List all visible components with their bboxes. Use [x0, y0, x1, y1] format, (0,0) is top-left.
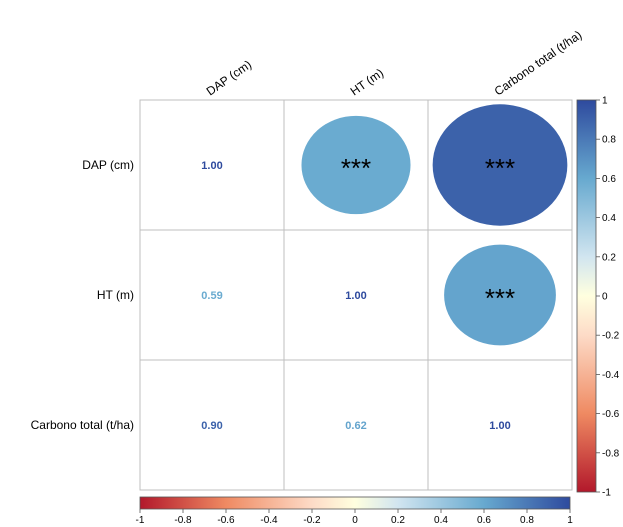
correlation-value-label: 0.90	[201, 420, 222, 432]
colorbar-right-tick-label: 0	[602, 292, 608, 303]
colorbar-bottom-tick-label: -0.2	[303, 515, 321, 526]
colorbar-bottom-tick-label: -0.4	[260, 515, 278, 526]
colorbar-bottom-tick-label: -0.8	[174, 515, 192, 526]
colorbar-right-tick-label: 0.8	[602, 135, 616, 146]
colorbar-right-tick-label: -0.8	[602, 448, 620, 459]
colorbar-bottom: -1 -0.8 -0.6 -0.4 -0.2 0 0.2 0.4 0.6 0.8 1	[136, 496, 573, 526]
colorbar-right-tick-label: -0.6	[602, 409, 620, 420]
correlation-value-label: 1.00	[345, 290, 366, 302]
correlation-value-label: 0.59	[201, 290, 222, 302]
colorbar-right-gradient	[576, 99, 597, 493]
colorbar-bottom-tick-label: 0.6	[477, 515, 491, 526]
correlation-value-label: 0.62	[345, 420, 366, 432]
colorbar-right-tick-label: 0.4	[602, 213, 616, 224]
column-label: Carbono total (t/ha)	[492, 28, 585, 99]
colorbar-right-tick-label: -0.4	[602, 370, 620, 381]
correlation-circle	[432, 104, 568, 226]
column-label: DAP (cm)	[204, 57, 254, 98]
significance-stars: ***	[485, 153, 515, 183]
colorbar-bottom-tick-label: 1	[567, 515, 573, 526]
colorbar-right-tick-label: -0.2	[602, 331, 620, 342]
correlation-value-label: 1.00	[201, 160, 222, 172]
row-label: Carbono total (t/ha)	[31, 418, 134, 432]
colorbar-bottom-gradient	[139, 496, 571, 510]
correlation-circle	[301, 115, 411, 215]
significance-stars: ***	[485, 283, 515, 313]
colorbar-bottom-tick-label: 0.8	[520, 515, 534, 526]
colorbar-bottom-tick-label: 0.2	[391, 515, 405, 526]
colorbar-right: 1 0.8 0.6 0.4 0.2 0 -0.2 -0.4 -0.6 -0.8 -1	[576, 96, 620, 499]
colorbar-right-tick-label: 0.6	[602, 174, 616, 185]
colorbar-bottom-tick-label: -1	[136, 515, 145, 526]
column-label: HT (m)	[348, 66, 386, 99]
row-label: DAP (cm)	[82, 158, 134, 172]
colorbar-right-tick-label: 1	[602, 96, 608, 107]
grid-border	[139, 99, 573, 491]
correlation-value-label: 1.00	[489, 420, 510, 432]
correlation-circle	[444, 244, 556, 346]
colorbar-bottom-tick-label: 0	[352, 515, 358, 526]
colorbar-bottom-tick-label: -0.6	[217, 515, 235, 526]
significance-stars: ***	[341, 153, 371, 183]
colorbar-bottom-tick-label: 0.4	[434, 515, 448, 526]
correlation-grid	[139, 99, 573, 491]
colorbar-right-tick-label: 0.2	[602, 252, 616, 263]
row-label: HT (m)	[97, 288, 134, 302]
correlation-marks: 1.00 0.59 1.00 0.90 0.62 1.00 *** *** ***	[201, 104, 568, 432]
colorbar-right-tick-label: -1	[602, 488, 611, 499]
